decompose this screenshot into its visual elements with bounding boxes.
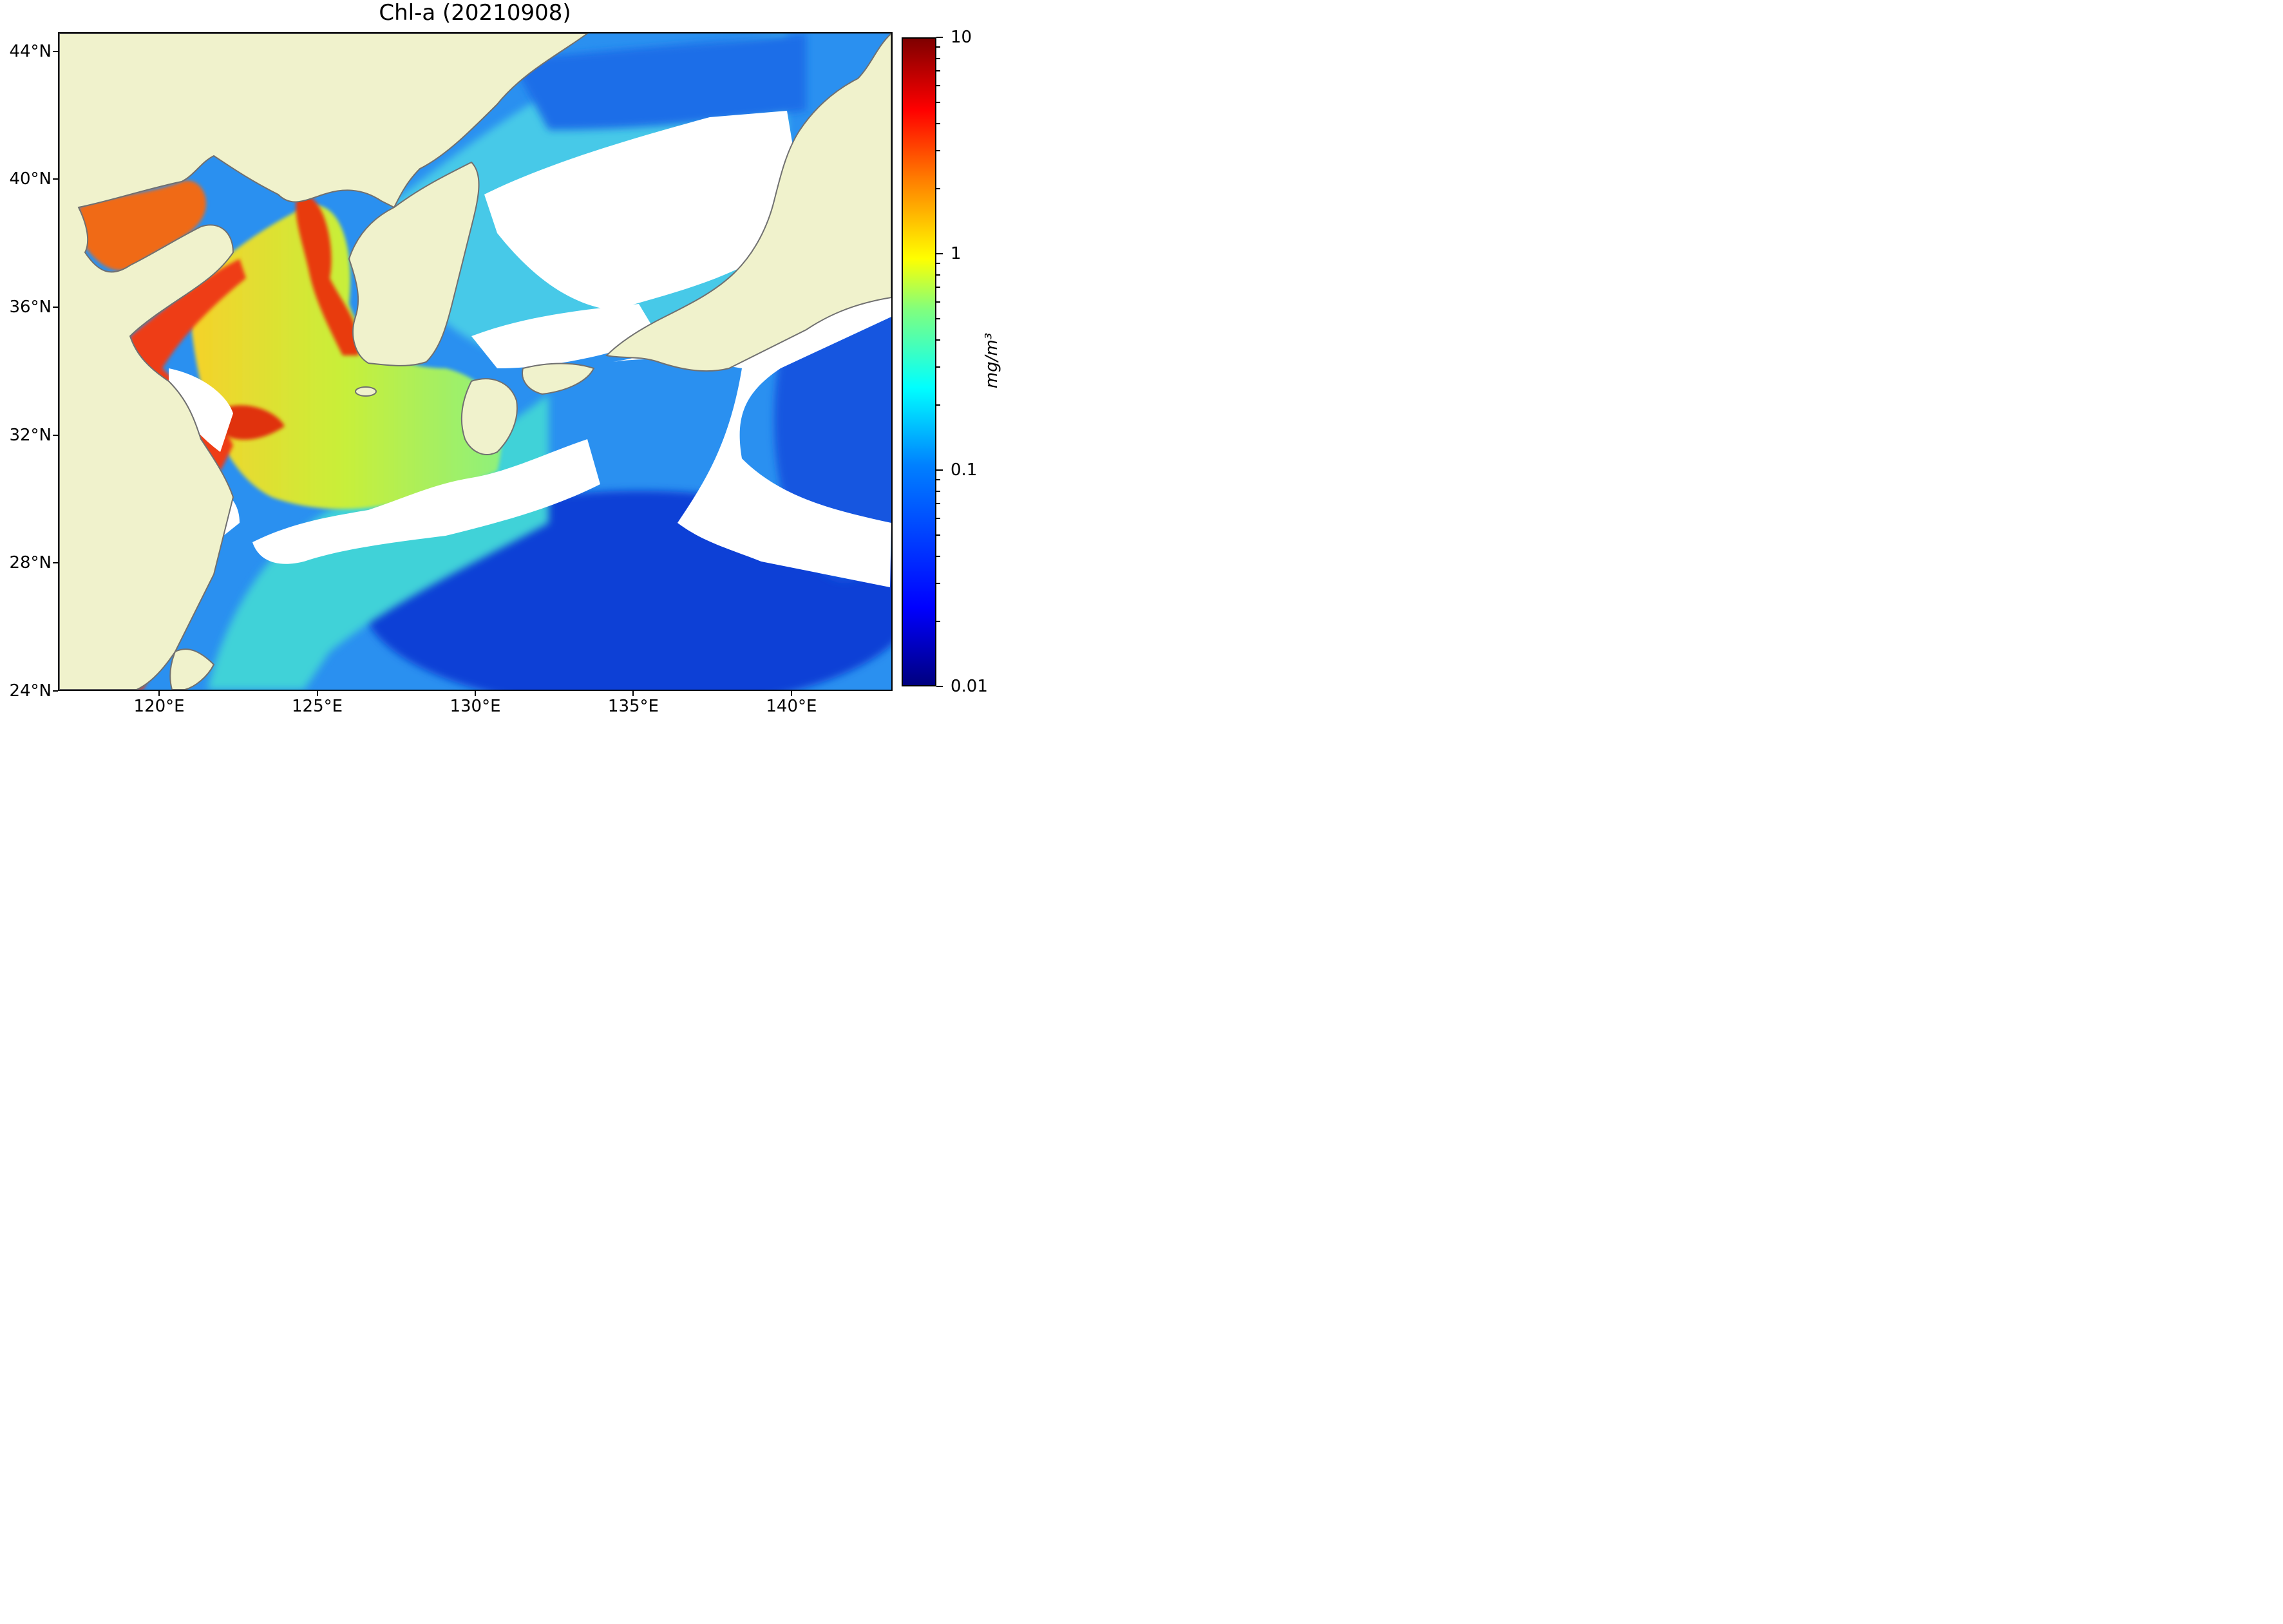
- korea-west-coastal: [296, 194, 359, 355]
- jeju-island: [355, 386, 377, 397]
- colorbar-minor-tick: [936, 503, 940, 505]
- colorbar-minor-tick: [936, 70, 940, 72]
- latitude-tick-mark: [53, 434, 58, 436]
- colorbar-tick-label: 1: [951, 244, 962, 263]
- colorbar-minor-tick: [936, 555, 940, 557]
- latitude-tick-mark: [53, 690, 58, 692]
- longitude-tick-mark: [475, 691, 476, 696]
- colorbar-minor-tick: [936, 318, 940, 320]
- shikoku: [522, 363, 595, 395]
- latitude-tick-label: 36°N: [9, 297, 52, 317]
- latitude-tick-label: 32°N: [9, 425, 52, 445]
- longitude-tick-mark: [790, 691, 792, 696]
- japan-sea-north: [510, 33, 806, 130]
- korea-peninsula: [348, 161, 480, 366]
- latitude-tick-label: 40°N: [9, 169, 52, 189]
- colorbar-minor-tick: [936, 84, 940, 86]
- longitude-tick-label: 140°E: [766, 697, 817, 716]
- latitude-tick-label: 28°N: [9, 553, 52, 573]
- colorbar-minor-tick: [936, 122, 940, 124]
- colorbar-minor-tick: [936, 404, 940, 406]
- colorbar-minor-tick: [936, 102, 940, 104]
- colorbar-minor-tick: [936, 263, 940, 265]
- china-land: [59, 33, 589, 690]
- longitude-tick-mark: [158, 691, 160, 696]
- colorbar-tick-label: 0.01: [951, 677, 988, 696]
- kyushu: [460, 378, 518, 455]
- colorbar-major-tick: [936, 469, 943, 471]
- colorbar-major-tick: [936, 686, 943, 687]
- colorbar-minor-tick: [936, 46, 940, 48]
- latitude-tick-mark: [53, 50, 58, 52]
- colorbar-minor-tick: [936, 517, 940, 519]
- colorbar-major-tick: [936, 37, 943, 38]
- longitude-tick-label: 125°E: [292, 697, 343, 716]
- colorbar-tick-label: 0.1: [951, 460, 978, 480]
- colorbar-tick-label: 10: [951, 28, 972, 47]
- colorbar-minor-tick: [936, 301, 940, 303]
- colorbar-minor-tick: [936, 57, 940, 59]
- longitude-tick-label: 120°E: [133, 697, 185, 716]
- colorbar: [902, 37, 936, 686]
- latitude-tick-mark: [53, 178, 58, 180]
- colorbar-minor-tick: [936, 490, 940, 492]
- land: [59, 33, 891, 690]
- latitude-tick-label: 44°N: [9, 41, 52, 61]
- colorbar-minor-tick: [936, 287, 940, 288]
- latitude-tick-mark: [53, 307, 58, 308]
- colorbar-minor-tick: [936, 534, 940, 536]
- map-title: Chl-a (20210908): [379, 0, 571, 26]
- colorbar-minor-tick: [936, 620, 940, 622]
- yangtze-plume: [220, 405, 285, 440]
- colorbar-minor-tick: [936, 366, 940, 368]
- colorbar-minor-tick: [936, 479, 940, 481]
- japan-honshu-hokkaido: [605, 33, 891, 372]
- taiwan: [169, 648, 215, 690]
- bohai-sea: [79, 180, 207, 271]
- longitude-tick-mark: [632, 691, 634, 696]
- latitude-tick-label: 24°N: [9, 681, 52, 701]
- chlorophyll-map: [59, 33, 891, 690]
- colorbar-minor-tick: [936, 582, 940, 584]
- longitude-tick-mark: [316, 691, 318, 696]
- colorbar-minor-tick: [936, 149, 940, 151]
- colorbar-major-tick: [936, 253, 943, 254]
- map-panel: [58, 32, 893, 691]
- colorbar-minor-tick: [936, 274, 940, 276]
- longitude-tick-label: 135°E: [607, 697, 659, 716]
- colorbar-unit: mg/m³: [982, 332, 1001, 389]
- longitude-tick-label: 130°E: [450, 697, 501, 716]
- colorbar-minor-tick: [936, 187, 940, 189]
- latitude-tick-mark: [53, 562, 58, 564]
- map-figure: Chl-a (20210908): [0, 0, 1010, 719]
- colorbar-minor-tick: [936, 339, 940, 341]
